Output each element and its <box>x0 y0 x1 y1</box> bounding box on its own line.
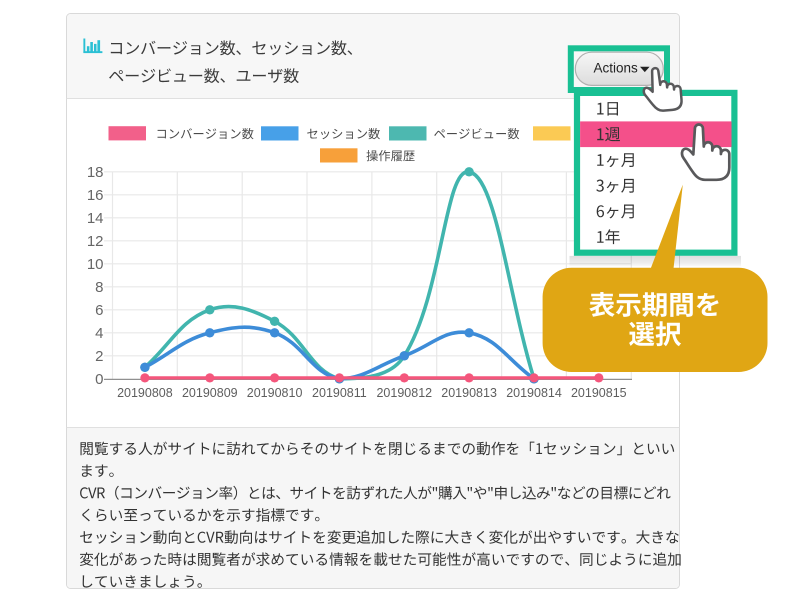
svg-text:14: 14 <box>87 210 104 227</box>
svg-text:6: 6 <box>95 302 103 319</box>
svg-text:12: 12 <box>87 233 104 250</box>
svg-text:20190814: 20190814 <box>506 386 562 400</box>
svg-text:0: 0 <box>95 371 103 388</box>
svg-text:20190808: 20190808 <box>117 386 173 400</box>
svg-text:20190810: 20190810 <box>247 386 303 400</box>
svg-text:20190813: 20190813 <box>441 386 497 400</box>
svg-text:8: 8 <box>95 279 103 296</box>
svg-text:20190812: 20190812 <box>376 386 432 400</box>
svg-text:Actions: Actions <box>594 61 639 76</box>
svg-text:2: 2 <box>95 348 103 365</box>
svg-text:10: 10 <box>87 256 104 273</box>
svg-text:4: 4 <box>95 325 103 342</box>
svg-text:18: 18 <box>87 164 104 181</box>
svg-text:20190811: 20190811 <box>312 386 367 400</box>
svg-text:20190815: 20190815 <box>571 386 627 400</box>
svg-text:16: 16 <box>87 187 104 204</box>
svg-text:20190809: 20190809 <box>182 386 238 400</box>
